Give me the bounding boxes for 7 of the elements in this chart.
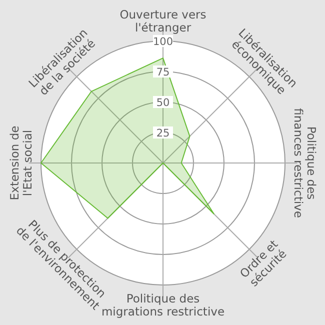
y-tick-label: 75	[156, 66, 170, 78]
y-tick-label: 25	[156, 128, 170, 140]
spoke-label: Extension de l'Etat social	[8, 126, 34, 200]
spoke-label: Ouverture vers l'étranger	[120, 8, 206, 34]
spoke-label: Politique des finances restrictive	[292, 108, 318, 218]
y-tick-label: 100	[152, 36, 174, 48]
y-tick-label: 50	[156, 97, 170, 109]
